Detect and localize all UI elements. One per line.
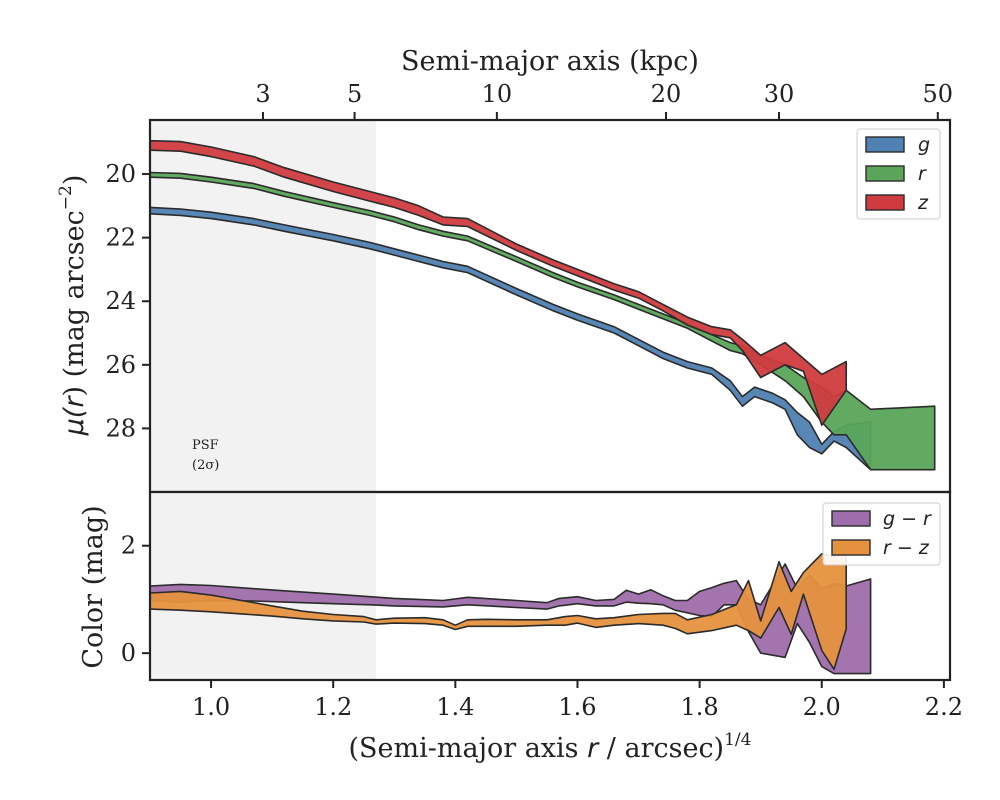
y-tick-label-bottom: 2 <box>121 532 136 560</box>
kpc-tick-label: 10 <box>482 80 513 108</box>
color-legend-swatch <box>831 539 871 556</box>
kpc-tick-label: 3 <box>255 80 270 108</box>
x-axis-title-unit: / arcsec) <box>598 733 724 764</box>
plot-frame-bottom <box>148 490 952 682</box>
y-tick-label-bottom: 0 <box>121 639 136 667</box>
legend-colors: g − r r − z <box>822 502 941 566</box>
x-axis-ticks: 1.0 1.2 1.4 1.6 1.8 2.0 2.2 <box>192 680 963 721</box>
band-legend-swatch <box>865 136 905 153</box>
band-legend-label: g <box>918 134 930 156</box>
band-legend-swatch <box>865 165 905 182</box>
y-axis-ticks-top: 20 22 24 26 28 <box>105 160 150 442</box>
surface-brightness-band-1 <box>150 171 936 471</box>
color-legend-swatch <box>831 510 871 527</box>
kpc-tick-label: 5 <box>347 80 362 108</box>
x-tick-label: 1.2 <box>314 693 352 721</box>
y-tick-label-top: 26 <box>105 351 136 379</box>
y-axis-title-bottom: Color (mag) <box>78 505 109 668</box>
x-axis-title-prefix: (Semi-major axis <box>349 733 588 764</box>
kpc-tick-label: 20 <box>651 80 682 108</box>
kpc-tick-label: 30 <box>764 80 795 108</box>
y-axis-title-unit: ) (mag arcsec <box>59 210 90 396</box>
top-x-axis-title: Semi-major axis (kpc) <box>401 46 699 77</box>
x-tick-label: 1.0 <box>192 693 230 721</box>
band-legend-swatch <box>865 194 905 211</box>
color-band-1 <box>150 553 847 671</box>
color-bands <box>150 553 872 675</box>
y-tick-label-top: 20 <box>105 160 136 188</box>
surface-brightness-panel: PSF (2σ) 20 22 24 26 28 3 5 10 20 30 50 grz <box>105 80 953 494</box>
legend-bands: grz <box>856 128 941 220</box>
y-axis-title-mu: μ( <box>59 406 90 436</box>
psf-sigma-label: (2σ) <box>192 458 219 473</box>
y-tick-label-top: 28 <box>105 414 136 442</box>
kpc-tick-label: 50 <box>923 80 954 108</box>
y-axis-ticks-bottom: 02 <box>121 532 150 667</box>
y-axis-title-close: ) <box>59 175 90 186</box>
y-axis-title-exponent: −2 <box>56 185 76 210</box>
x-tick-label: 1.8 <box>681 693 719 721</box>
psf-region-top <box>150 120 376 492</box>
x-axis-title-variable: r <box>587 733 600 764</box>
y-axis-title-top: μ(r) (mag arcsec−2) <box>56 175 90 437</box>
y-tick-label-top: 22 <box>105 224 136 252</box>
x-tick-label: 2.2 <box>925 693 963 721</box>
x-tick-label: 1.4 <box>436 693 474 721</box>
color-panel: 02 1.0 1.2 1.4 1.6 1.8 2.0 2.2 g − rr − z <box>121 490 963 721</box>
psf-label: PSF <box>192 438 219 453</box>
color-band-0 <box>150 563 872 675</box>
y-axis-title-variable: r <box>59 395 90 408</box>
x-tick-label: 2.0 <box>803 693 841 721</box>
top-axis-kpc-ticks: 3 5 10 20 30 50 <box>255 80 953 120</box>
x-axis-title-exponent: 1/4 <box>724 730 751 750</box>
x-tick-label: 1.6 <box>558 693 596 721</box>
color-legend-label: r − z <box>883 537 930 559</box>
band-legend-label: r <box>918 163 927 185</box>
x-axis-title: (Semi-major axis r / arcsec)1/4 <box>349 730 752 764</box>
y-tick-label-top: 24 <box>105 287 136 315</box>
band-legend-label: z <box>917 192 929 214</box>
color-legend-label: g − r <box>883 508 932 530</box>
surface-brightness-bands <box>150 139 936 471</box>
surface-brightness-band-2 <box>150 139 847 426</box>
